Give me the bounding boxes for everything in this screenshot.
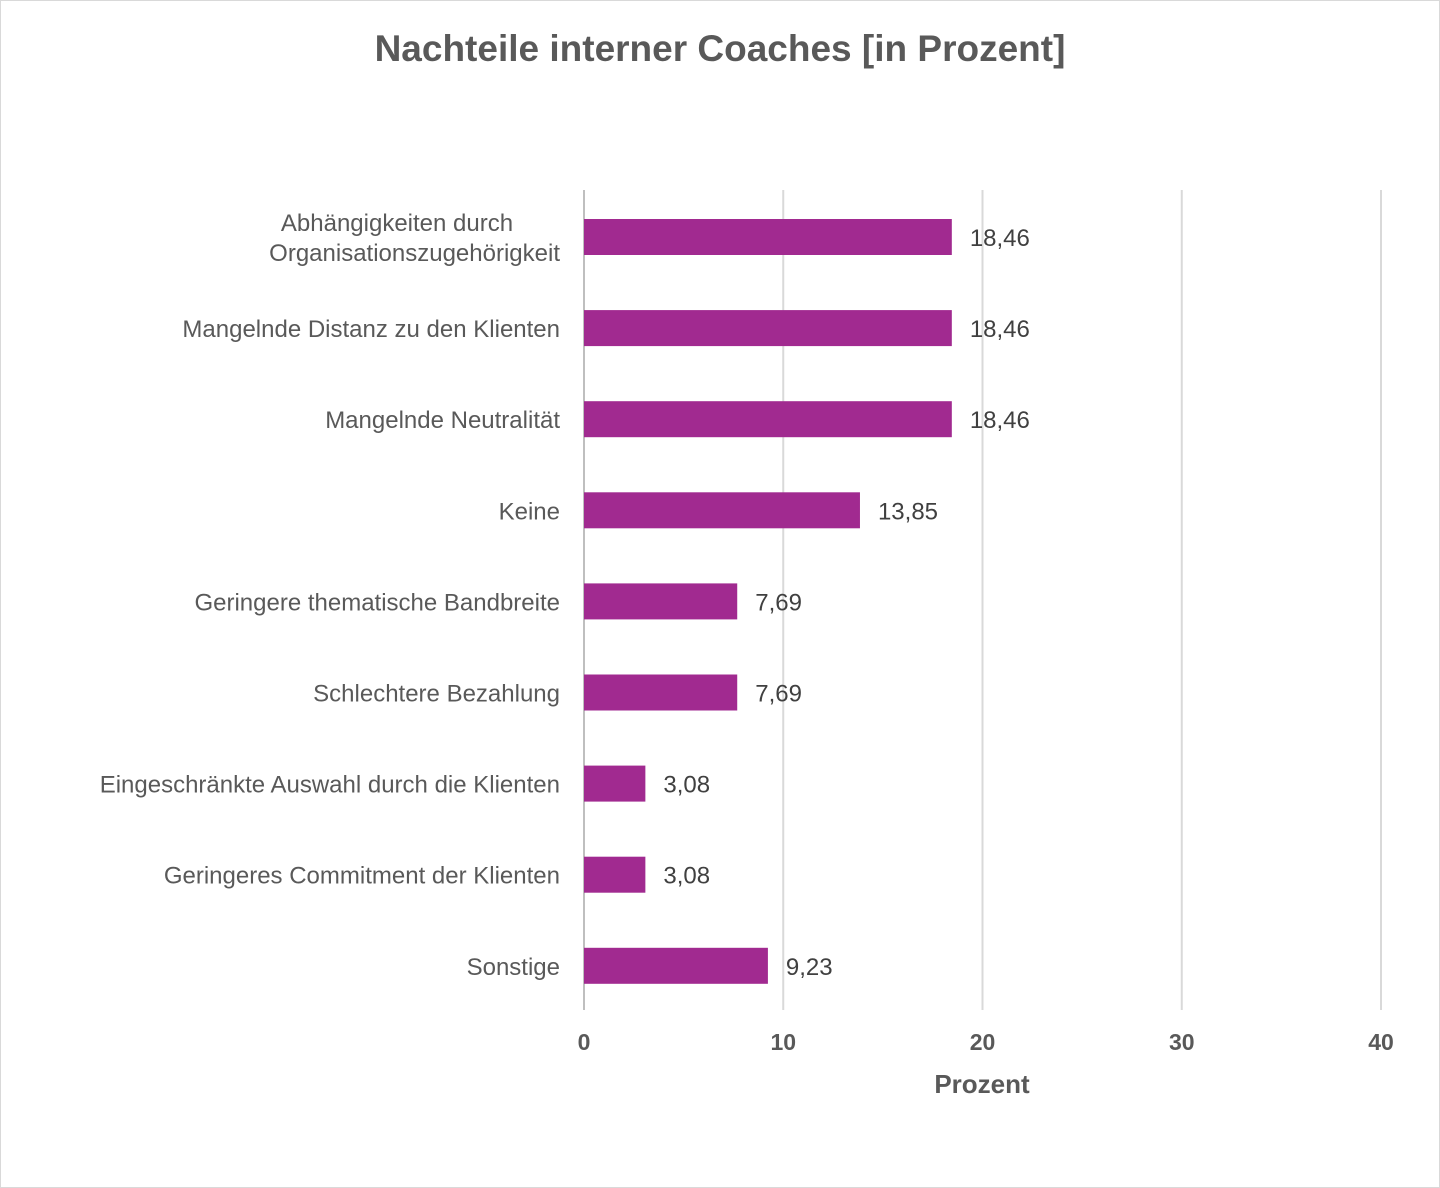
bar <box>584 583 738 620</box>
x-tick-label: 0 <box>578 1029 591 1055</box>
category-label: Schlechtere Bezahlung <box>313 681 560 708</box>
data-label: 18,46 <box>970 316 1030 343</box>
data-label: 9,23 <box>786 954 833 981</box>
bar <box>584 219 952 255</box>
category-label: Geringeres Commitment der Klienten <box>164 863 560 890</box>
bars <box>584 219 952 984</box>
x-tick-label: 10 <box>770 1029 796 1055</box>
data-label: 3,08 <box>663 772 710 799</box>
data-label: 18,46 <box>970 407 1030 434</box>
category-label: Abhängigkeiten durch Organisationszugehör… <box>269 210 560 267</box>
category-label: Keine <box>499 498 560 525</box>
bar <box>584 765 646 802</box>
data-label: 7,69 <box>755 681 802 708</box>
data-label: 7,69 <box>755 589 802 616</box>
category-label: Geringere thematische Bandbreite <box>194 589 560 616</box>
chart-title: Nachteile interner Coaches [in Prozent] <box>375 28 1066 69</box>
bar <box>584 401 952 438</box>
x-axis-title: Prozent <box>934 1069 1030 1099</box>
value-labels: 18,46 18,46 18,46 13,85 7,69 7,69 3,08 3,08 9,23 <box>663 225 1030 981</box>
bar <box>584 492 860 529</box>
x-tick-label: 30 <box>1169 1029 1195 1055</box>
category-label-line: Organisationszugehörigkeit <box>269 240 560 267</box>
x-tick-labels: 0 10 20 30 40 <box>578 1029 1394 1055</box>
bar <box>584 947 768 984</box>
category-label: Mangelnde Neutralität <box>325 407 560 434</box>
bar <box>584 674 738 711</box>
bar <box>584 856 646 893</box>
bar <box>584 310 952 347</box>
category-label-line: Abhängigkeiten durch <box>281 210 513 237</box>
category-label: Mangelnde Distanz zu den Klienten <box>182 316 560 343</box>
category-label: Eingeschränkte Auswahl durch die Kliente… <box>100 772 560 799</box>
data-label: 18,46 <box>970 225 1030 252</box>
x-tick-label: 40 <box>1368 1029 1394 1055</box>
data-label: 3,08 <box>663 863 710 890</box>
data-label: 13,85 <box>878 498 938 525</box>
category-labels: Abhängigkeiten durch Organisationszugehör… <box>100 210 561 981</box>
category-label: Sonstige <box>467 954 560 981</box>
x-tick-label: 20 <box>970 1029 996 1055</box>
